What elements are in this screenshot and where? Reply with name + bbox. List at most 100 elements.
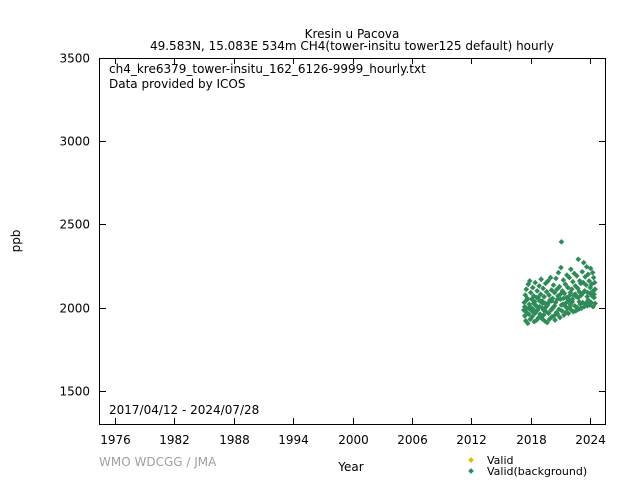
data-point xyxy=(553,275,559,282)
data-point xyxy=(560,277,567,283)
y-tick-label: 2000 xyxy=(59,302,90,316)
data-point xyxy=(566,274,573,281)
data-point xyxy=(552,317,558,323)
data-point xyxy=(575,256,582,263)
provider-label: Data provided by ICOS xyxy=(109,77,245,91)
data-point xyxy=(537,291,544,298)
data-point xyxy=(558,302,565,308)
x-tick-label: 2012 xyxy=(456,433,487,447)
data-point xyxy=(591,279,598,286)
data-point xyxy=(531,310,538,317)
data-point xyxy=(580,259,587,266)
data-point xyxy=(557,314,563,321)
x-tick-label: 2018 xyxy=(516,433,547,447)
date-range-label: 2017/04/12 - 2024/07/28 xyxy=(109,403,259,417)
data-point xyxy=(523,297,530,303)
x-axis-label: Year xyxy=(337,460,363,474)
data-point xyxy=(569,278,576,285)
data-point xyxy=(545,278,551,284)
y-axis-label: ppb xyxy=(9,230,23,253)
data-point xyxy=(569,286,575,293)
data-point xyxy=(558,264,564,271)
data-point xyxy=(555,269,562,276)
data-point xyxy=(591,294,597,301)
data-point xyxy=(533,294,540,301)
data-point xyxy=(569,296,576,303)
data-point xyxy=(561,290,568,297)
y-tick-label: 1500 xyxy=(59,385,90,399)
data-point xyxy=(534,288,540,294)
data-point xyxy=(578,292,585,298)
data-point xyxy=(540,285,546,292)
data-point xyxy=(529,284,536,291)
data-point xyxy=(540,312,547,318)
data-point xyxy=(548,298,555,304)
x-tick-label: 1982 xyxy=(159,433,190,447)
data-point xyxy=(551,289,558,296)
data-point xyxy=(546,292,552,298)
data-point xyxy=(592,300,598,307)
data-point xyxy=(573,273,580,279)
data-point xyxy=(538,276,544,283)
y-tick-label: 3500 xyxy=(59,52,90,66)
data-point xyxy=(560,295,567,302)
data-point xyxy=(530,300,537,307)
legend-label: Valid(background) xyxy=(487,465,587,478)
data-point xyxy=(523,286,530,293)
data-point xyxy=(557,291,564,298)
data-point xyxy=(554,311,561,318)
x-tick-label: 2000 xyxy=(338,433,369,447)
data-point xyxy=(524,320,531,327)
x-tick-label: 1976 xyxy=(100,433,131,447)
plot-points xyxy=(520,239,598,327)
data-point xyxy=(585,271,591,278)
x-tick-label: 2006 xyxy=(397,433,428,447)
data-point xyxy=(589,269,596,276)
data-point xyxy=(583,282,590,288)
chart-subtitle: 49.583N, 15.083E 534m CH4(tower-insitu t… xyxy=(150,39,554,53)
data-point xyxy=(567,301,574,308)
data-point xyxy=(547,274,554,281)
data-point xyxy=(543,288,550,295)
data-point xyxy=(576,298,583,305)
data-point xyxy=(586,278,592,284)
data-point xyxy=(556,283,563,290)
data-point xyxy=(579,268,586,275)
data-point xyxy=(541,293,547,300)
x-axis: 1976 1982 1988 1994 2000 2006 2012 2018 2024 xyxy=(100,58,606,447)
data-point xyxy=(585,297,591,303)
plot-frame xyxy=(99,58,606,425)
data-point xyxy=(532,279,539,286)
y-tick-label: 3000 xyxy=(59,135,90,149)
data-point xyxy=(592,286,598,293)
data-point xyxy=(539,300,546,307)
data-point xyxy=(550,282,557,288)
data-point xyxy=(581,288,588,295)
x-tick-label: 2024 xyxy=(575,433,606,447)
data-point xyxy=(566,293,573,299)
data-point xyxy=(565,310,572,317)
data-point xyxy=(554,296,561,303)
chart-title: Kresin u Pacova xyxy=(305,27,400,41)
data-point xyxy=(529,313,536,320)
data-point xyxy=(545,310,552,317)
data-point xyxy=(544,319,550,326)
data-point xyxy=(526,278,533,284)
file-label: ch4_kre6379_tower-insitu_162_6126-9999_h… xyxy=(109,62,426,76)
data-point xyxy=(549,305,556,312)
y-axis: 1500 2000 2500 3000 3500 xyxy=(59,52,605,399)
data-point xyxy=(572,291,579,298)
data-point xyxy=(540,307,547,313)
legend-marker xyxy=(468,457,474,463)
data-point xyxy=(558,239,565,245)
x-tick-label: 1994 xyxy=(278,433,309,447)
data-point xyxy=(527,289,534,296)
credit-label: WMO WDCGG / JMA xyxy=(99,455,217,469)
data-point xyxy=(591,291,597,298)
data-point xyxy=(562,281,569,288)
legend-marker xyxy=(468,468,474,474)
legend-label: Valid xyxy=(487,454,514,467)
data-point xyxy=(587,265,594,272)
data-point xyxy=(536,283,542,289)
